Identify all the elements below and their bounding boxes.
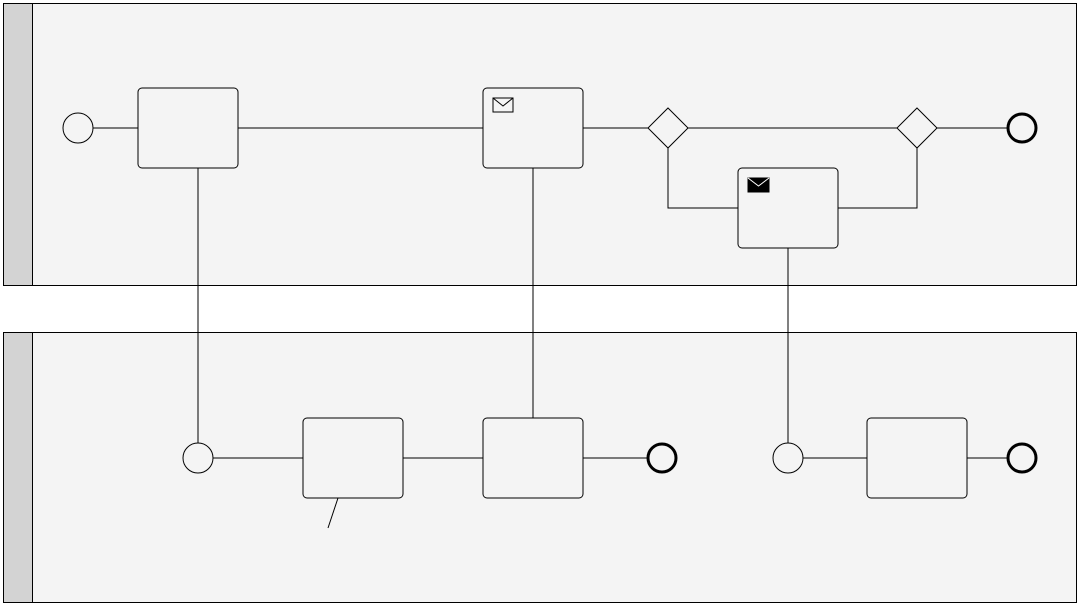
sequence-flows-bottom [213,457,1008,529]
flow-receive-to-gateway[interactable] [838,148,918,209]
task-b1[interactable] [302,417,404,499]
end-event-bottom-2[interactable] [1006,442,1038,474]
task-receive-message[interactable] [737,167,839,249]
gateway-join[interactable] [896,107,938,149]
end-event-bottom-1[interactable] [646,442,678,474]
start-event-bottom-1[interactable] [182,442,214,474]
task-send-message[interactable] [482,87,584,169]
sequence-flows-top [93,127,1008,209]
end-event-top[interactable] [1006,112,1038,144]
gateway-split[interactable] [647,107,689,149]
start-event-bottom-2[interactable] [772,442,804,474]
envelope-filled-icon [747,177,770,193]
task-b3[interactable] [866,417,968,499]
message-flows [197,168,789,443]
task-1[interactable] [137,87,239,169]
pool-top-header [3,3,33,286]
task-b2[interactable] [482,417,584,499]
pool-bottom-header [3,332,33,603]
annotation-association[interactable] [327,497,339,529]
envelope-outline-icon [492,97,514,113]
start-event-top[interactable] [62,112,94,144]
flow-gateway-to-receive[interactable] [667,148,738,209]
